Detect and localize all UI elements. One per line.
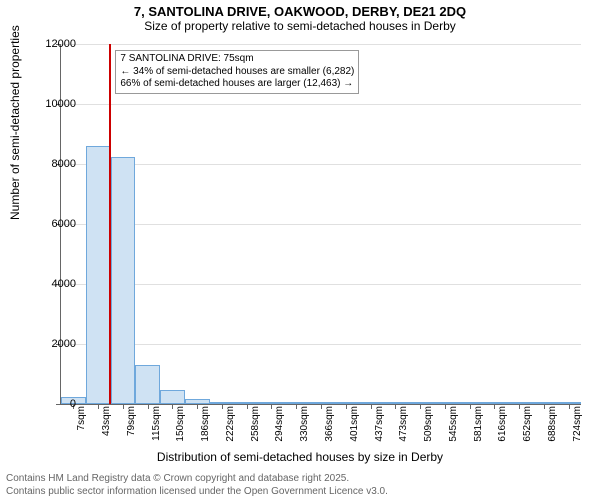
xtick-mark: [123, 404, 124, 409]
xtick-label: 724sqm: [572, 406, 583, 442]
xtick-label: 652sqm: [522, 406, 533, 442]
annotation-line: ← 34% of semi-detached houses are smalle…: [120, 66, 354, 79]
xtick-mark: [247, 404, 248, 409]
gridline: [61, 164, 581, 165]
property-marker-line: [109, 44, 111, 404]
xtick-mark: [544, 404, 545, 409]
ytick-label: 0: [36, 398, 76, 410]
xtick-label: 258sqm: [250, 406, 261, 442]
xtick-mark: [346, 404, 347, 409]
xtick-mark: [271, 404, 272, 409]
x-axis-label: Distribution of semi-detached houses by …: [0, 450, 600, 464]
chart-area: 7sqm43sqm79sqm115sqm150sqm186sqm222sqm25…: [60, 44, 580, 424]
xtick-label: 581sqm: [473, 406, 484, 442]
gridline: [61, 344, 581, 345]
ytick-label: 4000: [36, 278, 76, 290]
xtick-label: 43sqm: [101, 406, 112, 436]
xtick-mark: [420, 404, 421, 409]
gridline: [61, 104, 581, 105]
xtick-mark: [371, 404, 372, 409]
ytick-label: 2000: [36, 338, 76, 350]
annotation-line: 66% of semi-detached houses are larger (…: [120, 78, 354, 91]
xtick-mark: [321, 404, 322, 409]
footer-line-1: Contains HM Land Registry data © Crown c…: [6, 473, 388, 486]
xtick-label: 366sqm: [324, 406, 335, 442]
gridline: [61, 224, 581, 225]
histogram-bar: [86, 146, 111, 404]
footer: Contains HM Land Registry data © Crown c…: [6, 473, 388, 498]
xtick-mark: [445, 404, 446, 409]
xtick-label: 401sqm: [349, 406, 360, 442]
xtick-label: 294sqm: [274, 406, 285, 442]
xtick-label: 79sqm: [126, 406, 137, 436]
xtick-mark: [494, 404, 495, 409]
gridline: [61, 44, 581, 45]
xtick-mark: [519, 404, 520, 409]
annotation-box: 7 SANTOLINA DRIVE: 75sqm← 34% of semi-de…: [115, 50, 359, 94]
footer-line-2: Contains public sector information licen…: [6, 486, 388, 499]
ytick-label: 8000: [36, 158, 76, 170]
xtick-mark: [470, 404, 471, 409]
xtick-mark: [197, 404, 198, 409]
histogram-bar: [160, 390, 185, 404]
histogram-bar: [135, 365, 160, 404]
xtick-label: 330sqm: [299, 406, 310, 442]
xtick-label: 688sqm: [547, 406, 558, 442]
xtick-mark: [395, 404, 396, 409]
y-axis-label: Number of semi-detached properties: [8, 25, 22, 220]
xtick-label: 7sqm: [76, 406, 87, 430]
gridline: [61, 284, 581, 285]
xtick-label: 616sqm: [497, 406, 508, 442]
annotation-line: 7 SANTOLINA DRIVE: 75sqm: [120, 53, 354, 66]
xtick-label: 437sqm: [374, 406, 385, 442]
chart-subtitle: Size of property relative to semi-detach…: [0, 19, 600, 33]
xtick-mark: [296, 404, 297, 409]
chart-title: 7, SANTOLINA DRIVE, OAKWOOD, DERBY, DE21…: [0, 4, 600, 19]
xtick-label: 473sqm: [398, 406, 409, 442]
xtick-label: 545sqm: [448, 406, 459, 442]
xtick-label: 222sqm: [225, 406, 236, 442]
xtick-label: 509sqm: [423, 406, 434, 442]
xtick-label: 115sqm: [151, 406, 162, 441]
ytick-label: 12000: [36, 38, 76, 50]
histogram-bar: [111, 157, 136, 405]
xtick-mark: [569, 404, 570, 409]
xtick-mark: [172, 404, 173, 409]
xtick-label: 150sqm: [175, 406, 186, 442]
xtick-label: 186sqm: [200, 406, 211, 442]
ytick-label: 6000: [36, 218, 76, 230]
plot-area: 7sqm43sqm79sqm115sqm150sqm186sqm222sqm25…: [60, 44, 581, 405]
ytick-label: 10000: [36, 98, 76, 110]
xtick-mark: [222, 404, 223, 409]
xtick-mark: [148, 404, 149, 409]
xtick-mark: [98, 404, 99, 409]
